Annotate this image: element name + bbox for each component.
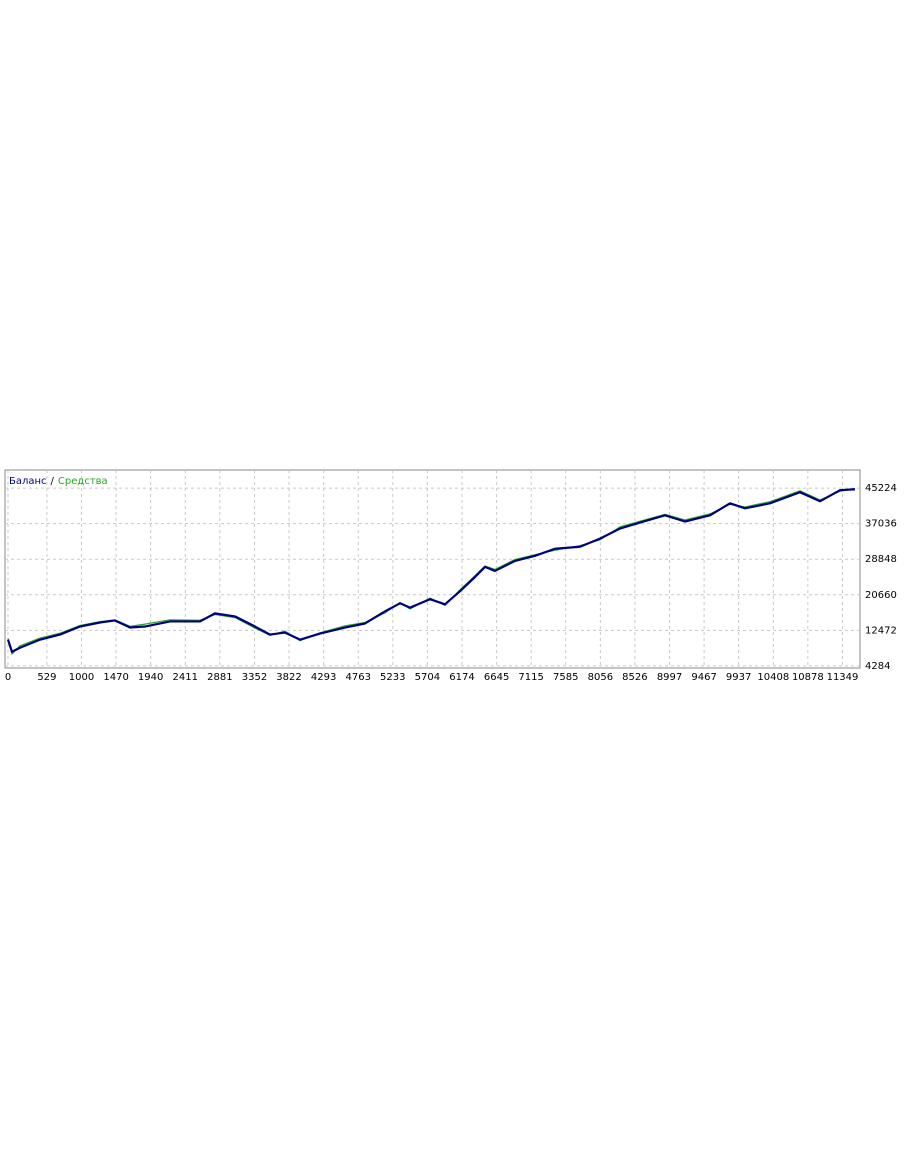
legend-entry: Баланс [9,476,47,487]
x-tick-label: 4763 [345,672,370,683]
x-tick-label: 2411 [173,672,198,683]
legend-entry: Средства [58,476,108,487]
x-tick-label: 11349 [827,672,859,683]
x-tick-label: 6174 [449,672,474,683]
x-tick-label: 7585 [553,672,578,683]
x-tick-label: 2881 [207,672,232,683]
y-tick-label: 28848 [865,554,897,565]
x-tick-label: 5233 [380,672,405,683]
y-tick-label: 37036 [865,519,897,530]
y-tick-label: 4284 [865,661,890,672]
x-tick-label: 9937 [726,672,751,683]
x-tick-label: 10878 [792,672,824,683]
plot-frame [4,469,861,669]
x-tick-label: 8526 [622,672,647,683]
y-tick-label: 45224 [865,483,897,494]
x-tick-label: 5704 [415,672,440,683]
x-tick-label: 4293 [311,672,336,683]
y-tick-label: 20660 [865,590,897,601]
x-tick-label: 7115 [518,672,543,683]
x-tick-label: 3822 [276,672,301,683]
x-tick-label: 8056 [588,672,613,683]
x-tick-label: 1940 [138,672,163,683]
y-tick-label: 12472 [865,625,897,636]
x-tick-label: 8997 [657,672,682,683]
series-line [6,488,856,653]
x-tick-label: 1470 [103,672,128,683]
x-tick-label: 3352 [242,672,267,683]
x-tick-label: 529 [37,672,56,683]
legend: Баланс / Средства [9,476,108,487]
legend-separator: / [51,476,55,487]
x-tick-label: 9467 [691,672,716,683]
x-tick-label: 6645 [484,672,509,683]
x-tick-label: 10408 [757,672,789,683]
x-tick-label: 1000 [69,672,94,683]
x-tick-label: 0 [5,672,11,683]
